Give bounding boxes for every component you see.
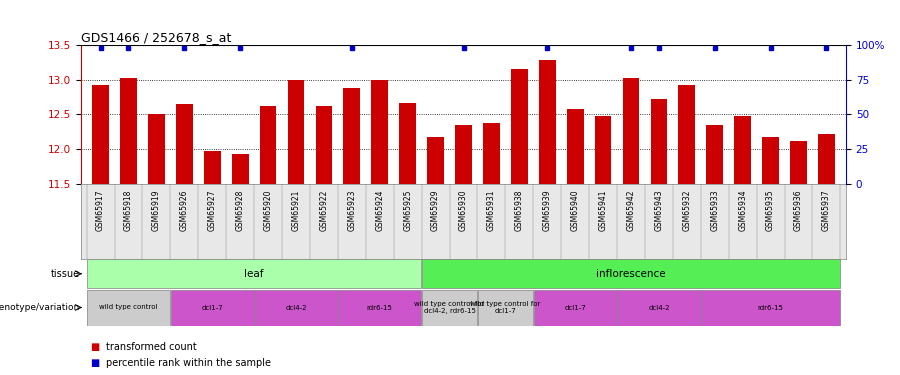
Bar <box>455 125 472 184</box>
Bar <box>87 260 421 288</box>
Text: GSM65922: GSM65922 <box>320 190 328 231</box>
Text: rdr6-15: rdr6-15 <box>758 304 784 310</box>
Text: GSM65939: GSM65939 <box>543 190 552 231</box>
Bar <box>679 85 695 184</box>
Bar <box>706 125 724 184</box>
Text: inflorescence: inflorescence <box>596 269 666 279</box>
Text: wild type control for
dcl1-7: wild type control for dcl1-7 <box>470 301 541 314</box>
Text: rdr6-15: rdr6-15 <box>367 304 392 310</box>
Bar <box>400 103 416 184</box>
Text: leaf: leaf <box>245 269 264 279</box>
Text: GSM65921: GSM65921 <box>292 190 301 231</box>
Bar <box>260 106 276 184</box>
Bar <box>734 116 752 184</box>
Bar <box>818 134 835 184</box>
Bar <box>478 290 533 326</box>
Bar <box>176 104 193 184</box>
Text: genotype/variation: genotype/variation <box>0 303 80 312</box>
Text: GSM65941: GSM65941 <box>598 190 608 231</box>
Bar <box>344 88 360 184</box>
Bar <box>539 60 555 184</box>
Text: GSM65937: GSM65937 <box>822 190 831 231</box>
Text: GSM65931: GSM65931 <box>487 190 496 231</box>
Text: GDS1466 / 252678_s_at: GDS1466 / 252678_s_at <box>81 31 231 44</box>
Text: GSM65933: GSM65933 <box>710 190 719 231</box>
Bar <box>595 116 611 184</box>
Bar <box>701 290 840 326</box>
Text: GSM65938: GSM65938 <box>515 190 524 231</box>
Text: wild type control for
dcl4-2, rdr6-15: wild type control for dcl4-2, rdr6-15 <box>414 301 485 314</box>
Text: ■: ■ <box>90 358 99 368</box>
Bar <box>92 85 109 184</box>
Text: GSM65943: GSM65943 <box>654 190 663 231</box>
Text: dcl4-2: dcl4-2 <box>285 304 307 310</box>
Bar <box>422 290 477 326</box>
Text: GSM65934: GSM65934 <box>738 190 747 231</box>
Bar <box>511 69 527 184</box>
Bar <box>762 136 779 184</box>
Bar <box>338 290 421 326</box>
Bar <box>148 114 165 184</box>
Text: GSM65926: GSM65926 <box>180 190 189 231</box>
Text: GSM65940: GSM65940 <box>571 190 580 231</box>
Text: GSM65932: GSM65932 <box>682 190 691 231</box>
Bar <box>617 290 700 326</box>
Text: ■: ■ <box>90 342 99 352</box>
Text: dcl4-2: dcl4-2 <box>648 304 670 310</box>
Text: GSM65936: GSM65936 <box>794 190 803 231</box>
Text: GSM65930: GSM65930 <box>459 190 468 231</box>
Text: GSM65942: GSM65942 <box>626 190 635 231</box>
Text: GSM65928: GSM65928 <box>236 190 245 231</box>
Text: dcl1-7: dcl1-7 <box>202 304 223 310</box>
Bar <box>203 151 220 184</box>
Text: GSM65925: GSM65925 <box>403 190 412 231</box>
Text: GSM65917: GSM65917 <box>96 190 105 231</box>
Bar <box>790 141 807 184</box>
Bar <box>534 290 616 326</box>
Bar <box>422 260 840 288</box>
Text: GSM65919: GSM65919 <box>152 190 161 231</box>
Text: GSM65918: GSM65918 <box>124 190 133 231</box>
Text: GSM65920: GSM65920 <box>264 190 273 231</box>
Bar <box>372 80 388 184</box>
Bar <box>623 78 639 184</box>
Text: tissue: tissue <box>51 269 80 279</box>
Bar <box>316 106 332 184</box>
Text: GSM65935: GSM65935 <box>766 190 775 231</box>
Bar <box>87 290 170 326</box>
Bar <box>255 290 338 326</box>
Text: GSM65924: GSM65924 <box>375 190 384 231</box>
Bar <box>483 123 500 184</box>
Text: percentile rank within the sample: percentile rank within the sample <box>106 358 271 368</box>
Text: GSM65929: GSM65929 <box>431 190 440 231</box>
Bar <box>288 80 304 184</box>
Text: transformed count: transformed count <box>106 342 197 352</box>
Text: wild type control: wild type control <box>99 304 158 310</box>
Text: GSM65923: GSM65923 <box>347 190 356 231</box>
Text: dcl1-7: dcl1-7 <box>564 304 586 310</box>
Bar <box>171 290 254 326</box>
Text: GSM65927: GSM65927 <box>208 190 217 231</box>
Bar <box>120 78 137 184</box>
Bar <box>428 136 444 184</box>
Bar <box>567 109 583 184</box>
Bar <box>651 99 667 184</box>
Bar <box>232 154 248 184</box>
